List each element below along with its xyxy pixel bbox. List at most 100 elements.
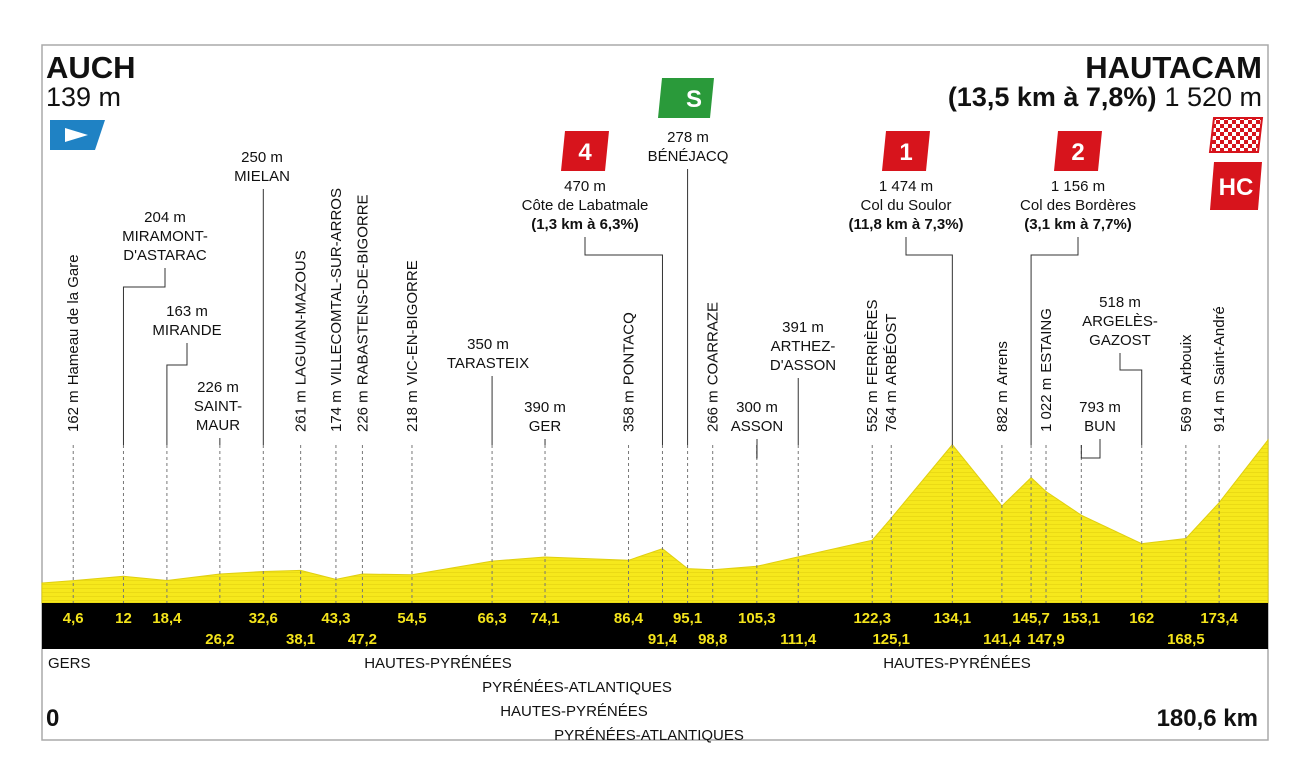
- altitude: 261 m: [293, 390, 310, 432]
- sprint-badge: [658, 78, 714, 118]
- km-label: 32,6: [249, 610, 278, 627]
- climb-badge: [882, 131, 930, 171]
- place: Col du Soulor: [861, 197, 952, 214]
- point-label: 218 m VIC-EN-BIGORRE: [404, 260, 421, 432]
- altitude: 914 m: [1211, 390, 1228, 432]
- department: HAUTES-PYRÉNÉES: [500, 703, 648, 720]
- point-label: 764 m ARBÉOST: [883, 314, 900, 432]
- altitude: 882 m: [994, 390, 1011, 432]
- altitude: 552 m: [864, 390, 881, 432]
- place: BUN: [1084, 418, 1116, 435]
- km-label: 26,2: [205, 631, 234, 648]
- leader: [1030, 237, 1079, 445]
- climb-category: 2: [1071, 139, 1084, 166]
- place: BÉNÉJACQ: [648, 148, 729, 165]
- climb: (11,8 km à 7,3%): [848, 216, 963, 233]
- altitude: 218 m: [404, 390, 421, 432]
- place: Arrens: [994, 341, 1011, 385]
- altitude: 300 m: [736, 399, 778, 416]
- km-label: 91,4: [648, 631, 678, 648]
- altitude: 1 022 m: [1038, 378, 1055, 432]
- altitude: 226 m: [354, 390, 371, 432]
- finish-climb: (13,5 km à 7,8%): [948, 82, 1157, 112]
- km-label: 74,1: [530, 610, 559, 627]
- km-label: 86,4: [614, 610, 644, 627]
- altitude: 390 m: [524, 399, 566, 416]
- km-label: 95,1: [673, 610, 702, 627]
- point-label: 226 m RABASTENS-DE-BIGORRE: [354, 194, 371, 432]
- place: PONTACQ: [621, 312, 638, 385]
- department: PYRÉNÉES-ATLANTIQUES: [482, 679, 672, 696]
- climb: (3,1 km à 7,7%): [1024, 216, 1132, 233]
- start-flag-arrow: [65, 128, 88, 142]
- km-label: 105,3: [738, 610, 776, 627]
- point-label: 174 m VILLECOMTAL-SUR-ARROS: [328, 188, 345, 432]
- place: VILLECOMTAL-SUR-ARROS: [328, 188, 345, 385]
- point-label: 266 m COARRAZE: [705, 302, 722, 432]
- place: ESTAING: [1038, 308, 1055, 373]
- place: ARBÉOST: [883, 314, 900, 386]
- km-label: 38,1: [286, 631, 315, 648]
- altitude: 470 m: [564, 178, 606, 195]
- finish-flag: [1208, 117, 1264, 153]
- place: COARRAZE: [705, 302, 722, 385]
- altitude: 174 m: [328, 390, 345, 432]
- km-label: 43,3: [321, 610, 350, 627]
- km-label: 4,6: [63, 610, 84, 627]
- point-label: 552 m FERRIÈRES: [864, 299, 881, 432]
- km-label: 54,5: [397, 610, 426, 627]
- place: Côte de Labatmale: [522, 197, 649, 214]
- start-km: 0: [46, 705, 59, 732]
- place: MIELAN: [234, 168, 290, 185]
- finish-name: HAUTACAM: [1085, 50, 1262, 85]
- km-label: 98,8: [698, 631, 727, 648]
- climb-badge: [561, 131, 609, 171]
- point-label: 261 m LAGUIAN-MAZOUS: [293, 250, 310, 432]
- altitude: 358 m: [621, 390, 638, 432]
- km-label: 111,4: [780, 631, 817, 648]
- km-label: 147,9: [1027, 631, 1065, 648]
- frame: [41, 44, 1269, 741]
- km-label: 153,1: [1063, 610, 1101, 627]
- place: FERRIÈRES: [864, 299, 881, 385]
- km-label: 162: [1129, 610, 1154, 627]
- leader: [166, 343, 188, 445]
- place: Arbouix: [1178, 334, 1195, 385]
- altitude: 266 m: [705, 390, 722, 432]
- place: VIC-EN-BIGORRE: [404, 260, 421, 385]
- department: GERS: [48, 655, 91, 672]
- place: D'ASSON: [770, 357, 836, 374]
- place: GER: [529, 418, 562, 435]
- altitude: 350 m: [467, 336, 509, 353]
- altitude: 793 m: [1079, 399, 1121, 416]
- place: ARGELÈS-: [1082, 313, 1158, 330]
- start-name: AUCH: [46, 50, 136, 85]
- altitude: 391 m: [782, 319, 824, 336]
- km-label: 173,4: [1200, 610, 1238, 627]
- km-label: 47,2: [348, 631, 377, 648]
- place: RABASTENS-DE-BIGORRE: [354, 194, 371, 385]
- finish-header: (13,5 km à 7,8%) 1 520 m: [948, 82, 1262, 112]
- leader: [1080, 439, 1101, 459]
- climb-category: 1: [899, 139, 912, 166]
- place: ASSON: [731, 418, 784, 435]
- place: ARTHEZ-: [771, 338, 836, 355]
- hc-label: HC: [1219, 174, 1254, 201]
- department: HAUTES-PYRÉNÉES: [883, 655, 1031, 672]
- altitude: 226 m: [197, 379, 239, 396]
- point-label: 882 m Arrens: [994, 341, 1011, 432]
- point-label: 1 022 m ESTAING: [1038, 308, 1055, 432]
- altitude: 569 m: [1178, 390, 1195, 432]
- place: TARASTEIX: [447, 355, 529, 372]
- km-label: 66,3: [477, 610, 506, 627]
- hc-badge: [1210, 162, 1262, 210]
- km-label: 12: [115, 610, 132, 627]
- km-label: 168,5: [1167, 631, 1205, 648]
- leader: [905, 237, 953, 445]
- finish-km: 180,6 km: [1157, 705, 1258, 732]
- place: LAGUIAN-MAZOUS: [293, 250, 310, 385]
- place: MAUR: [196, 417, 240, 434]
- point-label: 569 m Arbouix: [1178, 334, 1195, 432]
- place: D'ASTARAC: [123, 247, 207, 264]
